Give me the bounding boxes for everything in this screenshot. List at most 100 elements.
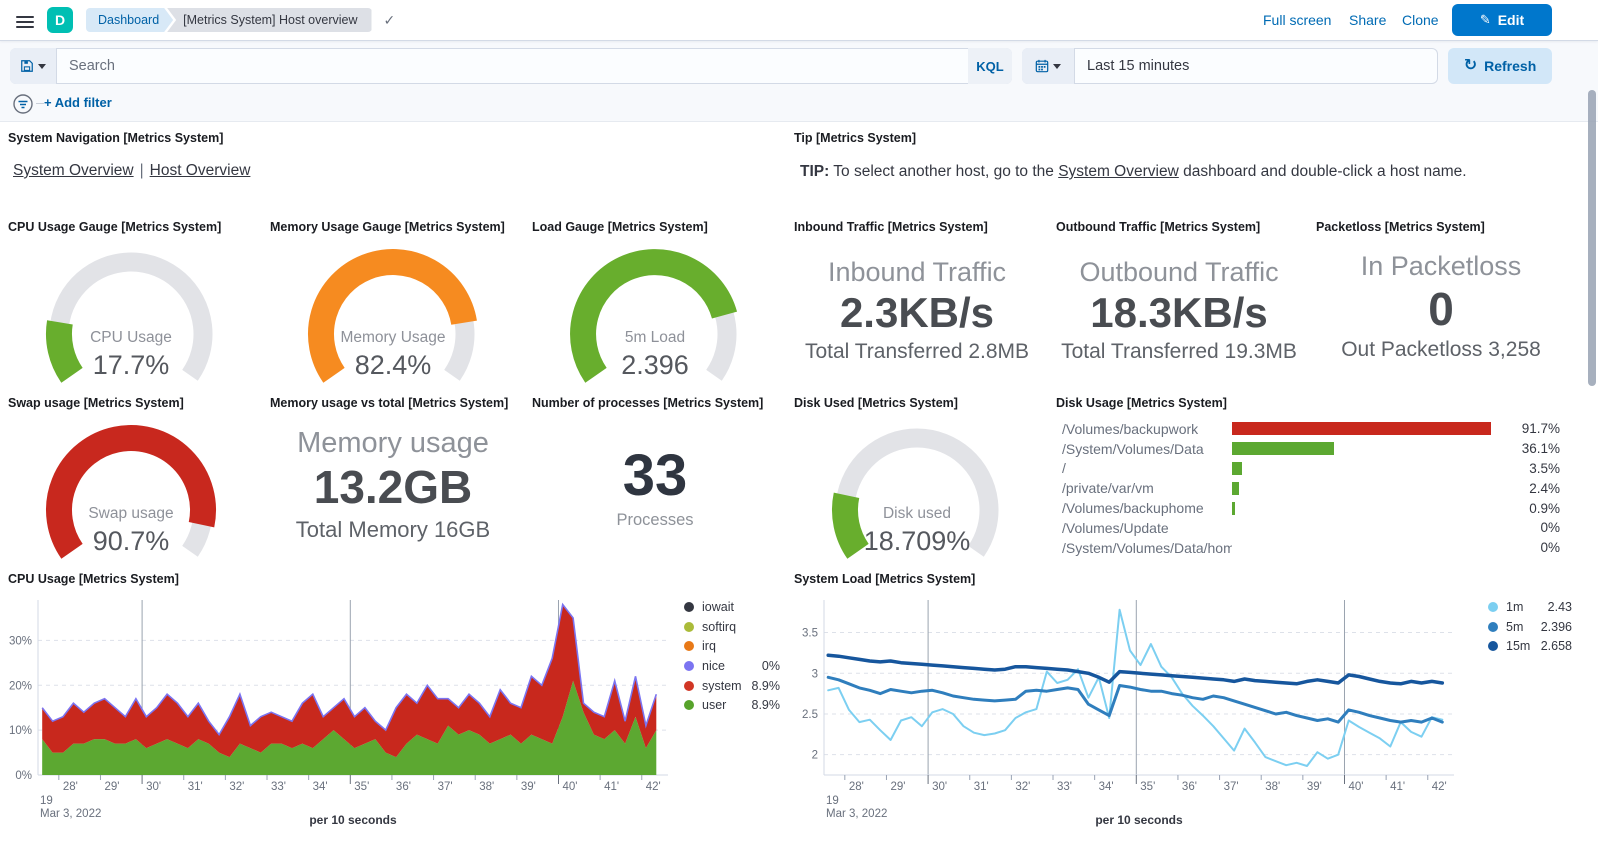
disk-bar-track [1232, 541, 1514, 554]
gauge-label: CPU Usage [90, 329, 172, 346]
breadcrumb-dashboard[interactable]: Dashboard [86, 8, 173, 32]
kql-toggle[interactable]: KQL [968, 48, 1012, 84]
legend-item-15m[interactable]: 15m 2.658 [1488, 636, 1572, 656]
legend-item-5m[interactable]: 5m 2.396 [1488, 617, 1572, 637]
legend-item-irq[interactable]: irq [684, 636, 780, 656]
x-tick-label: 33' [1057, 781, 1072, 793]
y-tick-label: 2.5 [802, 709, 818, 721]
space-avatar[interactable]: D [47, 7, 73, 33]
tip-link-system-overview[interactable]: System Overview [1058, 163, 1179, 180]
saved-query-menu-button[interactable] [10, 48, 57, 84]
refresh-button[interactable]: ↻ Refresh [1448, 48, 1552, 84]
system-navigation-links: System Overview | Host Overview [13, 162, 250, 180]
gauge-label: Memory Usage [340, 329, 445, 346]
disk-bar-track [1232, 481, 1514, 495]
disk-value-label: 0% [1540, 520, 1560, 536]
calendar-icon [1035, 59, 1049, 73]
legend-item-softirq[interactable]: softirq [684, 617, 780, 637]
disk-value-label: 0% [1540, 540, 1560, 556]
time-range-value[interactable]: Last 15 minutes [1087, 58, 1190, 74]
disk-path-label: /Volumes/backuphome [1062, 500, 1204, 517]
disk-bar [1232, 501, 1235, 515]
disk-bar-track [1232, 521, 1514, 534]
disk-bar [1232, 422, 1491, 436]
disk-usage-row: /System/Volumes/Data/home 0% [1062, 538, 1566, 558]
legend-dot [684, 660, 694, 671]
cpu-usage-ts-svg: 0% 10% 20% 30% 28' 29' 30' 31' 32' 33' 34' 35' 36' 37… [9, 600, 668, 820]
clone-button[interactable]: Clone [1402, 12, 1439, 28]
link-system-overview[interactable]: System Overview [13, 162, 134, 179]
legend-dot [684, 641, 694, 652]
y-tick-label: 3.5 [802, 628, 818, 640]
load-gauge-svg: 5m Load 2.396 [570, 249, 738, 383]
disk-path-label: /Volumes/backupwork [1062, 420, 1199, 437]
load-chart-legend: 1m 2.43 5m 2.396 15m 2.658 [1488, 597, 1572, 656]
vertical-scrollbar[interactable] [1588, 90, 1596, 386]
cpu-usage-gauge-svg: CPU Usage 17.7% [46, 252, 213, 383]
panel-title-processes: Number of processes [Metrics System] [532, 396, 764, 410]
disk-bar [1232, 442, 1334, 456]
legend-value: 2.43 [1547, 599, 1572, 614]
metric-value: 13.2GB [313, 461, 473, 514]
legend-dot [1488, 641, 1498, 652]
metric-label: Processes [616, 510, 694, 529]
legend-label: 5m [1506, 619, 1524, 634]
tip-text: TIP: To select another host, go to the S… [800, 163, 1467, 180]
legend-label: 15m [1506, 639, 1531, 654]
filter-icon[interactable] [12, 93, 34, 115]
legend-item-system[interactable]: system 8.9% [684, 676, 780, 696]
link-separator: | [139, 162, 144, 179]
x-tick-label: 32' [1015, 781, 1030, 793]
disk-usage-bar-chart: /Volumes/backupwork 91.7% /System/Volumes/… [1062, 419, 1566, 558]
cpu-usage-gauge: CPU Usage 17.7% [21, 246, 241, 399]
full-screen-button[interactable]: Full screen [1263, 12, 1332, 28]
breadcrumb-current-page[interactable]: [Metrics System] Host overview [167, 8, 372, 32]
add-filter-button[interactable]: + Add filter [44, 95, 112, 110]
series-area-user [42, 680, 657, 775]
edit-button[interactable]: ✎ Edit [1452, 4, 1552, 36]
y-tick-label: 10% [9, 725, 32, 737]
legend-item-iowait[interactable]: iowait [684, 597, 780, 617]
legend-dot [1488, 621, 1498, 632]
disk-value-label: 2.4% [1529, 480, 1560, 496]
legend-label: nice [702, 658, 725, 673]
save-icon [21, 60, 33, 72]
legend-value: 8.9% [751, 698, 781, 713]
disk-usage-row: /private/var/vm 2.4% [1062, 478, 1566, 498]
legend-label: 1m [1506, 599, 1524, 614]
link-host-overview[interactable]: Host Overview [149, 162, 251, 179]
gauge-value: 2.396 [621, 350, 689, 380]
chevron-down-icon [1053, 63, 1061, 69]
legend-dot [684, 601, 694, 612]
menu-hamburger-icon[interactable] [16, 13, 34, 31]
system-load-ts-svg: 2 2.5 3 3.5 28' 29' 30' 31' 32' 33' 34' 35' 36' 37' 38… [802, 600, 1454, 820]
swap-usage-gauge: Swap usage 90.7% [21, 422, 241, 575]
search-bar: KQL [10, 48, 1012, 84]
metric-secondary: Out Packetloss 3,258 [1341, 337, 1541, 361]
panel-title-outbound: Outbound Traffic [Metrics System] [1056, 220, 1261, 234]
legend-item-1m[interactable]: 1m 2.43 [1488, 597, 1572, 617]
gauge-value-arc [46, 425, 216, 559]
disk-usage-row: / 3.5% [1062, 459, 1566, 479]
x-tick-label: 34' [313, 781, 328, 793]
search-input[interactable] [57, 48, 968, 84]
date-quick-select-button[interactable] [1022, 48, 1075, 84]
x-tick-label: 31' [974, 781, 989, 793]
x-tick-label: 37' [438, 781, 453, 793]
x-tick-label: 39' [521, 781, 536, 793]
series-area-system [42, 604, 657, 758]
x-tick-label: 35' [354, 781, 369, 793]
disk-usage-row: /Volumes/backupwork 91.7% [1062, 419, 1566, 439]
chevron-down-icon [38, 63, 46, 69]
load-chart-x-axis-title: per 10 seconds [1095, 813, 1183, 827]
x-tick-label: 42' [1432, 781, 1447, 793]
series-line-15m [826, 653, 1445, 686]
disk-usage-row: /System/Volumes/Data 36.1% [1062, 439, 1566, 459]
legend-label: user [702, 698, 727, 713]
panel-title-memory-vs-total: Memory usage vs total [Metrics System] [270, 396, 509, 410]
share-button[interactable]: Share [1349, 12, 1387, 28]
legend-value: 8.9% [751, 678, 781, 693]
legend-item-user[interactable]: user 8.9% [684, 695, 780, 715]
legend-item-nice[interactable]: nice 0% [684, 656, 780, 676]
x-tick-label: 36' [1182, 781, 1197, 793]
